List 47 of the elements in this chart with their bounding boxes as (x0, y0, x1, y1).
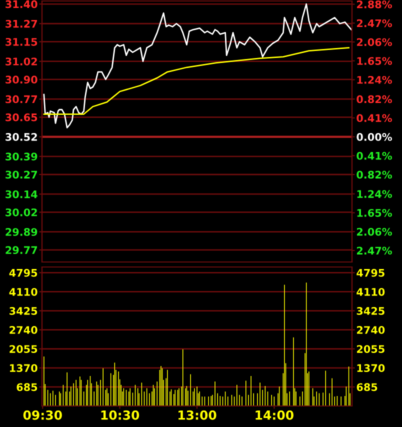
y-tick-label: 31.27 (6, 20, 38, 28)
y2-tick-label: 3425 (356, 307, 384, 315)
x-tick-label: 14:00 (256, 410, 294, 420)
y-tick-label: 31.15 (6, 38, 38, 46)
y-tick-label: 30.14 (6, 190, 38, 198)
y2-tick-label: 2.47% (356, 246, 392, 255)
y-tick-label: 2740 (10, 326, 38, 334)
y2-tick-label: 2.88% (356, 0, 392, 8)
y2-tick-label: 1370 (357, 364, 385, 372)
y-tick-label: 685 (16, 383, 38, 392)
x-tick-label: 13:00 (178, 410, 216, 420)
y-tick-label: 30.52 (6, 133, 37, 141)
y2-tick-label: 1.24% (357, 76, 392, 84)
y2-tick-label: 2.47% (356, 19, 392, 28)
line-series (43, 47, 350, 115)
y2-tick-label: 2.06% (356, 38, 392, 46)
y-tick-label: 31.40 (6, 0, 38, 8)
y-tick-label: 30.90 (6, 76, 38, 84)
y2-tick-label: 4795 (356, 268, 384, 277)
y-tick-label: 30.02 (6, 208, 37, 216)
y-tick-label: 4110 (9, 288, 38, 296)
x-tick-label: 09:30 (23, 410, 62, 420)
y2-tick-label: 2740 (356, 326, 385, 334)
y-tick-label: 29.89 (6, 228, 38, 236)
y2-tick-label: 1.65% (357, 57, 392, 65)
y-tick-label: 30.27 (6, 170, 38, 179)
y-tick-label: 3425 (10, 307, 38, 315)
y-tick-label: 2055 (10, 345, 38, 353)
y2-tick-label: 2055 (356, 345, 384, 353)
y-tick-label: 30.39 (6, 152, 38, 160)
y2-tick-label: 685 (356, 383, 378, 392)
y2-tick-label: 1.24% (357, 190, 392, 198)
y-tick-label: 30.65 (6, 113, 38, 122)
y-tick-label: 4795 (9, 268, 38, 277)
y2-tick-label: 2.06% (356, 228, 392, 236)
y-tick-label: 1370 (10, 364, 38, 372)
y-tick-label: 30.77 (6, 95, 38, 104)
y2-tick-label: 0.82% (356, 95, 392, 104)
y2-tick-label: 1.65% (357, 208, 392, 217)
y-tick-label: 29.77 (6, 246, 38, 254)
y2-tick-label: 4110 (356, 288, 385, 296)
x-tick-label: 10:30 (101, 410, 140, 420)
y-tick-label: 31.02 (6, 58, 37, 66)
y2-tick-label: 0.41% (356, 114, 392, 122)
y2-tick-label: 0.41% (356, 152, 392, 160)
y2-tick-label: 0.00% (356, 133, 392, 141)
y2-tick-label: 0.82% (356, 170, 392, 179)
